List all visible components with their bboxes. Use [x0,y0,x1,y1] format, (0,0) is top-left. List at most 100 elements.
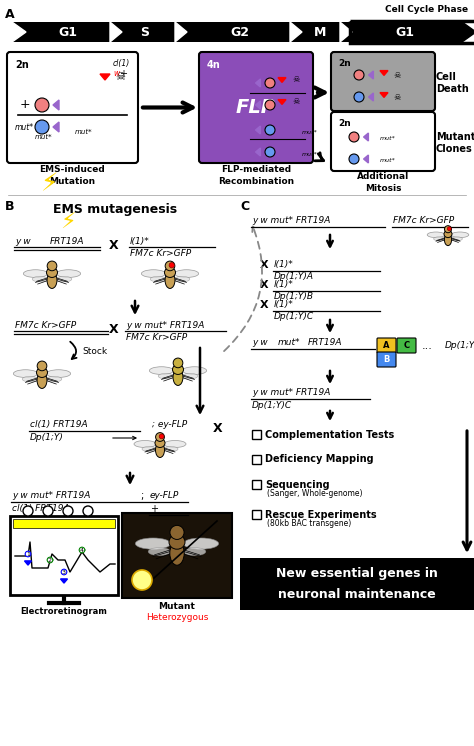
Text: X: X [260,280,269,290]
Text: 4n: 4n [207,60,221,70]
Circle shape [265,125,275,135]
Text: (80kb BAC transgene): (80kb BAC transgene) [267,519,351,528]
Text: l(1)*: l(1)* [274,260,294,269]
Circle shape [445,226,452,233]
Text: Mutant: Mutant [159,602,195,611]
Polygon shape [255,148,260,156]
Text: X: X [260,300,269,310]
Ellipse shape [37,372,47,389]
Text: FRT19A: FRT19A [308,338,343,347]
Ellipse shape [47,272,57,289]
Circle shape [159,434,164,439]
Text: FM7c Kr>GFP: FM7c Kr>GFP [15,321,76,330]
Text: Additional: Additional [357,172,409,181]
Ellipse shape [445,233,452,245]
Text: ☠: ☠ [393,93,401,101]
Text: Dp(1;Y): Dp(1;Y) [445,342,474,351]
FancyBboxPatch shape [331,52,435,111]
Bar [10,516,118,595]
Text: 2n: 2n [338,59,351,68]
Polygon shape [364,155,368,163]
Polygon shape [255,79,260,87]
Ellipse shape [451,236,463,241]
Circle shape [63,506,73,516]
Ellipse shape [32,276,47,282]
Text: Deficiency Mapping: Deficiency Mapping [265,454,374,465]
Text: ...: ... [422,341,433,351]
Circle shape [447,227,451,231]
Text: mut*: mut* [302,151,318,157]
Text: Cell: Cell [436,72,457,83]
Ellipse shape [36,368,47,377]
Text: A: A [383,341,390,350]
Text: M: M [314,25,326,39]
Text: y w: y w [252,338,268,347]
Text: Sequencing: Sequencing [265,480,329,489]
Circle shape [349,132,359,142]
Text: ☠: ☠ [292,75,300,84]
Circle shape [265,100,275,110]
Circle shape [132,570,152,590]
Text: S: S [140,25,149,39]
Circle shape [265,78,275,88]
Polygon shape [369,93,374,101]
Text: Complementation Tests: Complementation Tests [265,430,394,439]
Bar [12,22,462,42]
Polygon shape [61,579,67,583]
Circle shape [37,361,47,371]
Text: cl(1) FRT19A: cl(1) FRT19A [12,504,70,513]
Circle shape [349,154,359,164]
Text: mut*: mut* [278,338,301,347]
Ellipse shape [136,538,171,549]
Ellipse shape [149,367,173,374]
Ellipse shape [182,373,198,379]
Circle shape [43,506,53,516]
Circle shape [354,70,364,80]
Text: ; ey-FLP: ; ey-FLP [152,420,187,429]
Polygon shape [25,561,31,565]
FancyBboxPatch shape [7,52,138,163]
Ellipse shape [164,268,175,278]
Text: mut*: mut* [302,130,318,134]
Polygon shape [278,78,286,82]
FancyBboxPatch shape [377,352,396,367]
Text: Dp(1;Y)C: Dp(1;Y)C [252,401,292,410]
Text: C: C [403,341,410,350]
Polygon shape [100,74,110,80]
Text: Clones: Clones [436,145,473,154]
Ellipse shape [183,538,219,549]
Text: FM7c Kr>GFP: FM7c Kr>GFP [126,333,187,342]
Text: ⚡: ⚡ [41,172,59,196]
Ellipse shape [148,548,171,556]
Ellipse shape [182,367,207,374]
Polygon shape [53,100,59,110]
Text: y w: y w [15,237,31,246]
Bar [252,430,261,439]
Text: cl(1): cl(1) [113,59,130,68]
Text: Mutation: Mutation [49,177,96,186]
Text: Mutant: Mutant [436,133,474,142]
Circle shape [155,433,164,442]
Text: EMS mutagenesis: EMS mutagenesis [53,203,177,216]
Text: Rescue Experiments: Rescue Experiments [265,510,377,519]
Bar [350,21,474,43]
Text: Dp(1;Y)A: Dp(1;Y)A [274,272,314,281]
Text: neuronal maintenance: neuronal maintenance [278,588,436,601]
Text: y w mut* FRT19A: y w mut* FRT19A [126,321,204,330]
Ellipse shape [46,268,57,278]
Text: 2n: 2n [338,119,351,128]
Ellipse shape [444,231,452,237]
Ellipse shape [183,548,206,556]
Circle shape [47,261,57,271]
Polygon shape [278,100,286,104]
Ellipse shape [150,276,165,282]
Text: cl(1) FRT19A: cl(1) FRT19A [30,420,88,429]
Text: 1: 1 [26,551,30,557]
Text: l(1)*: l(1)* [130,237,150,246]
Circle shape [165,261,175,271]
Text: +: + [150,504,158,514]
Ellipse shape [23,270,47,278]
Text: mut*: mut* [75,129,92,135]
Text: ;: ; [140,491,143,501]
Polygon shape [380,93,388,98]
